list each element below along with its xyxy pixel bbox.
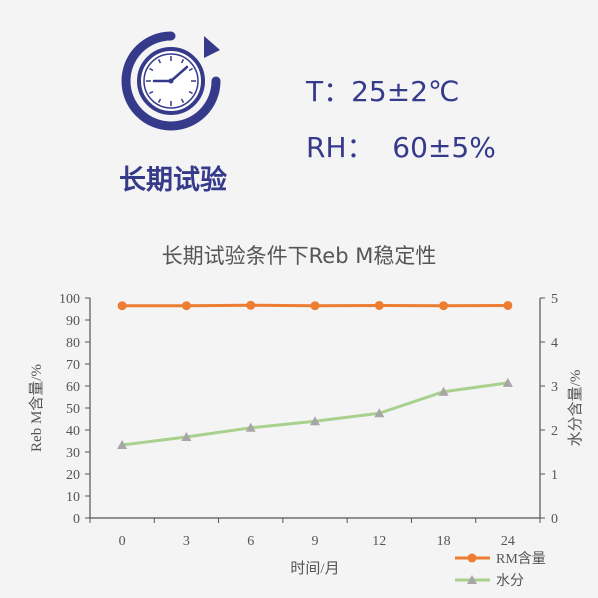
chart-title: 长期试验条件下Reb M稳定性: [161, 244, 437, 268]
y-tick-label: 40: [66, 424, 80, 439]
rebm-legend-marker: [467, 553, 477, 563]
y2-tick-label: 3: [551, 380, 558, 395]
water-data-point: [502, 377, 513, 387]
x-tick-label: 18: [437, 534, 451, 549]
x-tick-label: 12: [372, 534, 386, 549]
water-data-point: [438, 386, 449, 396]
y-tick-label: 80: [66, 336, 80, 351]
water-series-line: [121, 381, 509, 447]
rebm-data-point: [181, 301, 191, 311]
x-tick-label: 6: [247, 534, 254, 549]
water-data-point: [245, 422, 256, 432]
y-tick-label: 20: [66, 468, 80, 483]
water-data-point: [181, 432, 192, 442]
rebm-data-point: [310, 301, 320, 311]
y-tick-label: 90: [66, 314, 80, 329]
rebm-data-point: [246, 300, 256, 310]
x-tick-label: 9: [312, 534, 319, 549]
y2-tick-label: 1: [551, 468, 558, 483]
water-data-point: [117, 439, 128, 449]
x-axis-title: 时间/月: [290, 560, 339, 577]
y-tick-label: 10: [66, 490, 80, 505]
y-tick-label: 0: [73, 512, 80, 527]
rebm-data-point: [503, 300, 513, 310]
y-axis-title: Reb M含量/%: [28, 364, 45, 452]
y2-axis-title: 水分含量/%: [567, 370, 584, 447]
y2-tick-label: 0: [551, 512, 558, 527]
x-tick-label: 0: [119, 534, 126, 549]
water-legend-label: 水分: [496, 573, 524, 589]
y2-tick-label: 2: [551, 424, 558, 439]
y-tick-label: 30: [66, 446, 80, 461]
rebm-data-point: [374, 300, 384, 310]
y2-tick-label: 4: [551, 336, 558, 351]
x-tick-label: 3: [183, 534, 190, 549]
y-tick-label: 50: [66, 402, 80, 417]
water-data-point: [310, 416, 320, 426]
water-data-point: [374, 408, 385, 418]
rebm-data-point: [117, 301, 127, 311]
header-label: 长期试验: [119, 165, 227, 196]
x-tick-label: 24: [501, 534, 515, 549]
y2-tick-label: 5: [551, 292, 558, 307]
y-tick-label: 70: [66, 358, 80, 373]
clock-icon: [121, 31, 221, 131]
rebm-legend-label: RM含量: [496, 551, 546, 567]
rebm-data-point: [439, 301, 449, 311]
y-tick-label: 60: [66, 380, 80, 395]
temperature-condition: T：25±2℃: [306, 75, 460, 108]
y-tick-label: 100: [59, 292, 80, 307]
humidity-condition: RH： 60±5%: [306, 131, 496, 164]
water-legend-marker: [467, 575, 477, 584]
